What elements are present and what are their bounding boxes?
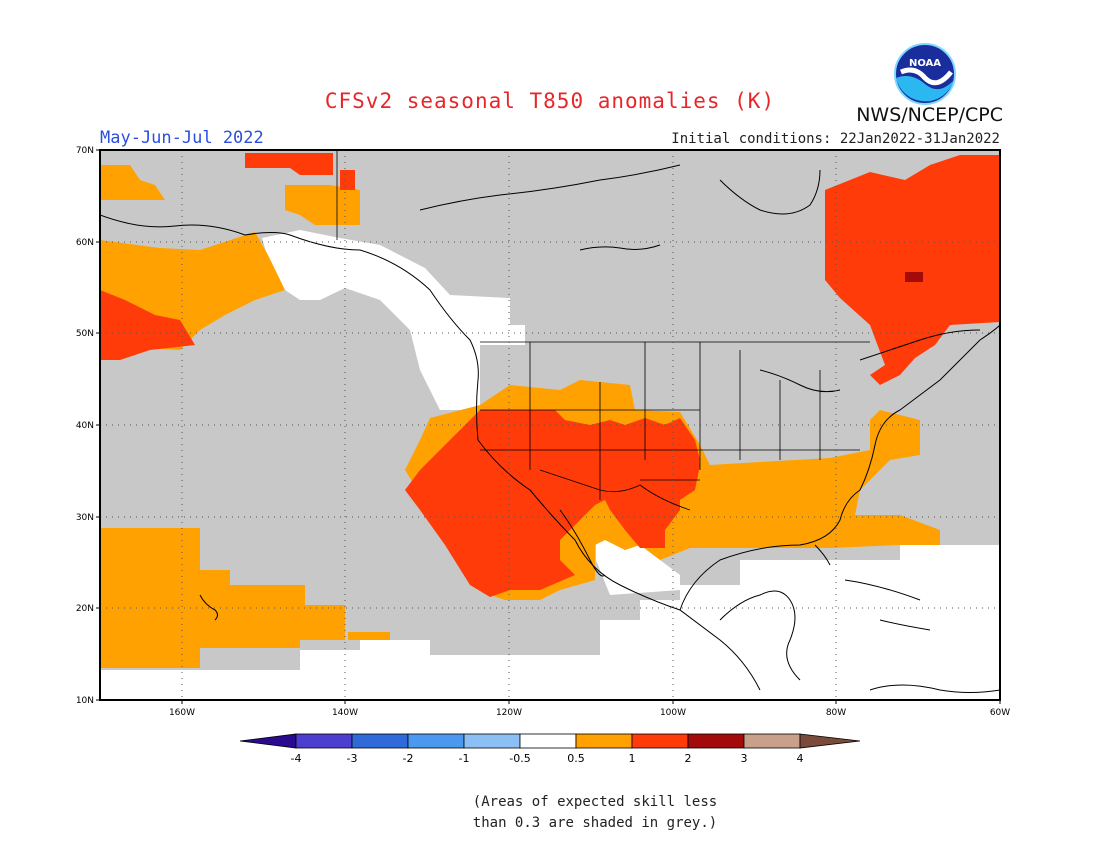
lon-label: 80W bbox=[826, 708, 846, 718]
anomaly-2-3-region bbox=[905, 272, 923, 282]
footnote: (Areas of expected skill less than 0.3 a… bbox=[0, 792, 1100, 834]
swatch-near-normal bbox=[519, 733, 577, 749]
legend-label: -1 bbox=[459, 752, 470, 765]
lat-label: 10N bbox=[76, 696, 94, 706]
lat-label: 30N bbox=[76, 513, 94, 523]
lon-label: 120W bbox=[496, 708, 522, 718]
coastlines bbox=[100, 164, 1000, 693]
legend-label: -2 bbox=[403, 752, 414, 765]
footnote-line-1: (Areas of expected skill less bbox=[472, 794, 718, 810]
lat-label: 20N bbox=[76, 604, 94, 614]
swatch-1-2 bbox=[631, 733, 689, 749]
forecast-period: May-Jun-Jul 2022 bbox=[100, 128, 264, 148]
swatch-minus-2-minus-1 bbox=[407, 733, 465, 749]
lat-label: 40N bbox=[76, 421, 94, 431]
graticule bbox=[100, 150, 1000, 700]
forecast-map: 70N 60N 50N 40N 30N 20N 10N 160W 140W 12… bbox=[76, 146, 1010, 718]
legend-label: -0.5 bbox=[509, 752, 530, 765]
legend-label: 3 bbox=[741, 752, 748, 765]
map-title: CFSv2 seasonal T850 anomalies (K) bbox=[324, 89, 776, 113]
lon-label: 100W bbox=[660, 708, 686, 718]
footnote-line-2: than 0.3 are shaded in grey.) bbox=[472, 815, 718, 831]
swatch-2-3 bbox=[687, 733, 745, 749]
initial-conditions: Initial conditions: 22Jan2022-31Jan2022 bbox=[671, 131, 1000, 147]
swatch-3-4 bbox=[743, 733, 801, 749]
color-bar: -4 -3 -2 -1 -0.5 0.5 1 2 3 4 bbox=[239, 733, 861, 765]
swatch-0.5-1 bbox=[575, 733, 633, 749]
swatch-minus-1-minus-0.5 bbox=[463, 733, 521, 749]
legend-label: 1 bbox=[629, 752, 636, 765]
anomaly-1-2-regions bbox=[100, 153, 1000, 597]
swatch-above-4 bbox=[799, 733, 861, 749]
legend-label: 2 bbox=[685, 752, 692, 765]
legend-label: -4 bbox=[291, 752, 302, 765]
swatch-minus-4-minus-3 bbox=[295, 733, 353, 749]
lat-label: 50N bbox=[76, 329, 94, 339]
logo-text: NOAA bbox=[909, 58, 941, 69]
legend-label: -3 bbox=[347, 752, 358, 765]
swatch-below-minus-4 bbox=[239, 733, 297, 749]
legend-label: 0.5 bbox=[567, 752, 585, 765]
lon-label: 160W bbox=[169, 708, 195, 718]
lat-label: 70N bbox=[76, 146, 94, 156]
legend-label: 4 bbox=[797, 752, 804, 765]
swatch-minus-3-minus-2 bbox=[351, 733, 409, 749]
axis-ticks bbox=[96, 149, 1001, 704]
noaa-logo: NOAA bbox=[894, 43, 956, 105]
lon-label: 60W bbox=[990, 708, 1010, 718]
agency-label: NWS/NCEP/CPC bbox=[856, 104, 1003, 126]
political-borders bbox=[336, 150, 870, 511]
lon-label: 140W bbox=[332, 708, 358, 718]
lat-label: 60N bbox=[76, 238, 94, 248]
